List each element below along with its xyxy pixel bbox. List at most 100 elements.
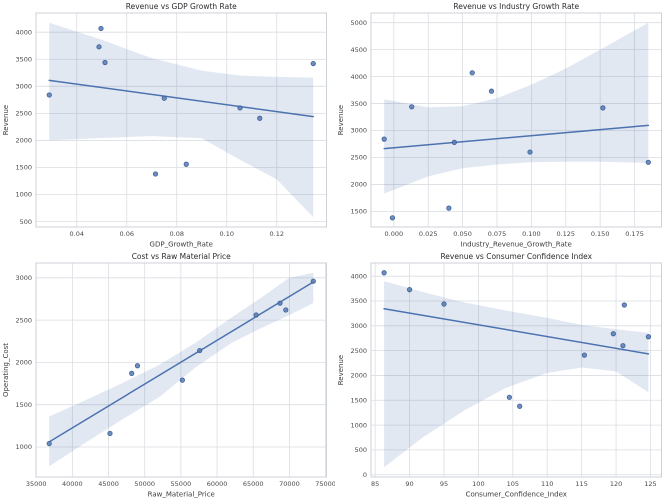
confidence-band bbox=[49, 22, 314, 218]
x-tick-labels: 85 90 95 100 105 110 115 120 125 bbox=[370, 480, 656, 488]
y-tick-label: 3500 bbox=[15, 55, 32, 63]
y-tick-label: 4000 bbox=[15, 28, 32, 36]
data-point bbox=[310, 60, 316, 67]
data-point bbox=[408, 104, 414, 110]
y-tick-label: 2000 bbox=[15, 359, 32, 367]
regression-line bbox=[382, 124, 649, 150]
y-tick-label: 2500 bbox=[15, 110, 32, 118]
data-point bbox=[599, 105, 605, 111]
x-tick-label: 0.12 bbox=[270, 230, 284, 238]
x-tick-label: 75000 bbox=[315, 480, 334, 488]
x-tick-label: 35000 bbox=[26, 480, 47, 488]
data-point bbox=[98, 25, 104, 32]
y-tick-label: 2000 bbox=[15, 137, 32, 145]
data-point bbox=[107, 430, 113, 437]
data-point bbox=[645, 159, 651, 165]
plot-background bbox=[370, 263, 661, 477]
x-axis-label: Raw_Material_Price bbox=[148, 491, 215, 499]
y-tick-labels: 1500 2000 2500 3000 3500 4000 4500 5000 bbox=[350, 19, 367, 216]
subplot-cost-vs-raw-material-price: 35000 40000 45000 50000 55000 60000 65000 70000… bbox=[0, 250, 335, 500]
x-tick-label: 90 bbox=[405, 480, 413, 488]
data-point bbox=[381, 136, 387, 142]
data-point bbox=[488, 88, 494, 94]
regression-line bbox=[48, 79, 314, 118]
y-tick-label: 3500 bbox=[350, 297, 367, 305]
regression-line bbox=[382, 307, 649, 355]
data-point bbox=[257, 115, 263, 121]
data-point bbox=[610, 331, 616, 337]
data-point bbox=[152, 171, 159, 177]
y-tick-label: 1000 bbox=[350, 421, 367, 429]
y-tick-label: 2500 bbox=[15, 316, 32, 324]
grid-lines bbox=[370, 263, 661, 477]
y-tick-label: 1500 bbox=[15, 401, 32, 409]
y-tick-labels: 500 1000 1500 2000 2500 3000 3500 4000 bbox=[15, 28, 32, 225]
x-tick-label: 40000 bbox=[62, 480, 83, 488]
y-tick-label: 3000 bbox=[350, 127, 367, 135]
x-axis-label: Industry_Revenue_Growth_Rate bbox=[460, 241, 571, 249]
x-axis-label: Consumer_Confidence_Index bbox=[465, 491, 566, 499]
x-tick-label: 0.000 bbox=[384, 230, 403, 238]
data-point bbox=[179, 377, 185, 383]
subplot-revenue-vs-gdp-growth-rate: 0.04 0.06 0.08 0.10 0.12 500 1000 1500 2000 2500 3… bbox=[0, 0, 335, 250]
axes-frame bbox=[35, 12, 327, 228]
data-point bbox=[526, 149, 533, 155]
chart-canvas: 0.000 0.025 0.050 0.075 0.100 0.125 0.150 0.175… bbox=[337, 2, 662, 249]
y-tick-label: 4500 bbox=[350, 46, 367, 54]
x-tick-label: 45000 bbox=[98, 480, 119, 488]
data-point bbox=[96, 44, 102, 50]
y-axis-label: Operating_Cost bbox=[2, 343, 10, 397]
subplot-revenue-vs-consumer-confidence-index: 85 90 95 100 105 110 115 120 125 0 500 1000 1500 2000… bbox=[335, 250, 669, 500]
x-tick-labels: 0.04 0.06 0.08 0.10 0.12 bbox=[70, 230, 284, 238]
x-tick-label: 120 bbox=[609, 480, 621, 488]
x-tick-labels: 0.000 0.025 0.050 0.075 0.100 0.125 0.150 0.175 bbox=[384, 230, 643, 238]
data-point bbox=[183, 161, 189, 167]
data-point bbox=[197, 347, 203, 354]
x-tick-label: 50000 bbox=[134, 480, 155, 488]
plot-background bbox=[36, 13, 327, 227]
y-tick-label: 1500 bbox=[350, 208, 367, 216]
axes-frame bbox=[370, 12, 662, 228]
x-tick-label: 0.125 bbox=[556, 230, 575, 238]
grid-lines bbox=[36, 13, 327, 227]
data-point bbox=[506, 394, 512, 400]
data-point bbox=[277, 300, 283, 306]
x-tick-label: 100 bbox=[472, 480, 484, 488]
x-tick-label: 95 bbox=[439, 480, 447, 488]
data-point bbox=[389, 215, 395, 221]
data-point bbox=[406, 286, 412, 293]
data-point bbox=[469, 70, 475, 76]
x-tick-label: 105 bbox=[506, 480, 518, 488]
x-tick-label: 0.175 bbox=[625, 230, 644, 238]
chart-canvas: 35000 40000 45000 50000 55000 60000 65000 70000… bbox=[2, 252, 335, 499]
y-axis-label: Revenue bbox=[337, 105, 345, 136]
y-tick-label: 1500 bbox=[15, 164, 32, 172]
data-point bbox=[134, 363, 141, 369]
x-tick-label: 0.025 bbox=[418, 230, 437, 238]
x-tick-label: 55000 bbox=[171, 480, 192, 488]
data-point bbox=[310, 278, 316, 284]
y-tick-label: 4000 bbox=[350, 73, 367, 81]
y-tick-label: 3000 bbox=[15, 274, 32, 282]
y-tick-label: 3000 bbox=[15, 83, 32, 91]
data-point bbox=[581, 352, 587, 358]
chart-canvas: 85 90 95 100 105 110 115 120 125 0 500 1000 1500 2000… bbox=[337, 252, 662, 499]
data-points bbox=[46, 25, 316, 177]
x-tick-label: 0.150 bbox=[590, 230, 609, 238]
data-point bbox=[129, 370, 135, 376]
y-tick-label: 1000 bbox=[15, 443, 32, 451]
y-axis-label: Revenue bbox=[337, 355, 345, 386]
y-tick-labels: 1000 1500 2000 2500 3000 bbox=[15, 274, 32, 451]
data-point bbox=[440, 301, 447, 307]
data-point bbox=[237, 105, 243, 111]
y-tick-label: 500 bbox=[354, 446, 366, 454]
x-tick-label: 85 bbox=[370, 480, 378, 488]
y-tick-label: 500 bbox=[20, 218, 32, 226]
x-tick-label: 110 bbox=[541, 480, 553, 488]
data-points bbox=[381, 70, 651, 221]
data-point bbox=[451, 139, 457, 145]
x-tick-label: 0.04 bbox=[70, 230, 84, 238]
regression-line bbox=[48, 281, 315, 443]
x-tick-label: 0.100 bbox=[522, 230, 541, 238]
